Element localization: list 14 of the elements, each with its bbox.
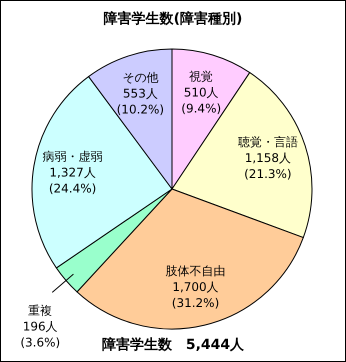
data-label: 1,327人 (24.4%) (48, 165, 96, 196)
slice-label: 視覚 (189, 70, 214, 84)
slice-label: 重複 (28, 303, 52, 318)
data-label: 1,158人 (21.3%) (244, 150, 292, 181)
data-label: 510人 (9.4%) (181, 86, 222, 116)
data-label: 196人 (3.6%) (20, 319, 60, 350)
slice-label: 病弱・虚弱 (42, 149, 103, 164)
data-label: 553人 (10.2%) (116, 86, 164, 116)
chart-title: 障害学生数(障害種別) (104, 10, 242, 27)
text: 障害学生数 5,444人 (102, 336, 246, 353)
slice-label: 肢体不自由 (166, 264, 226, 278)
data-label: 1,700人 (31.2%) (172, 280, 220, 310)
slice-label: その他 (122, 70, 158, 84)
slice-label: 聴覚・言語 (238, 134, 298, 149)
